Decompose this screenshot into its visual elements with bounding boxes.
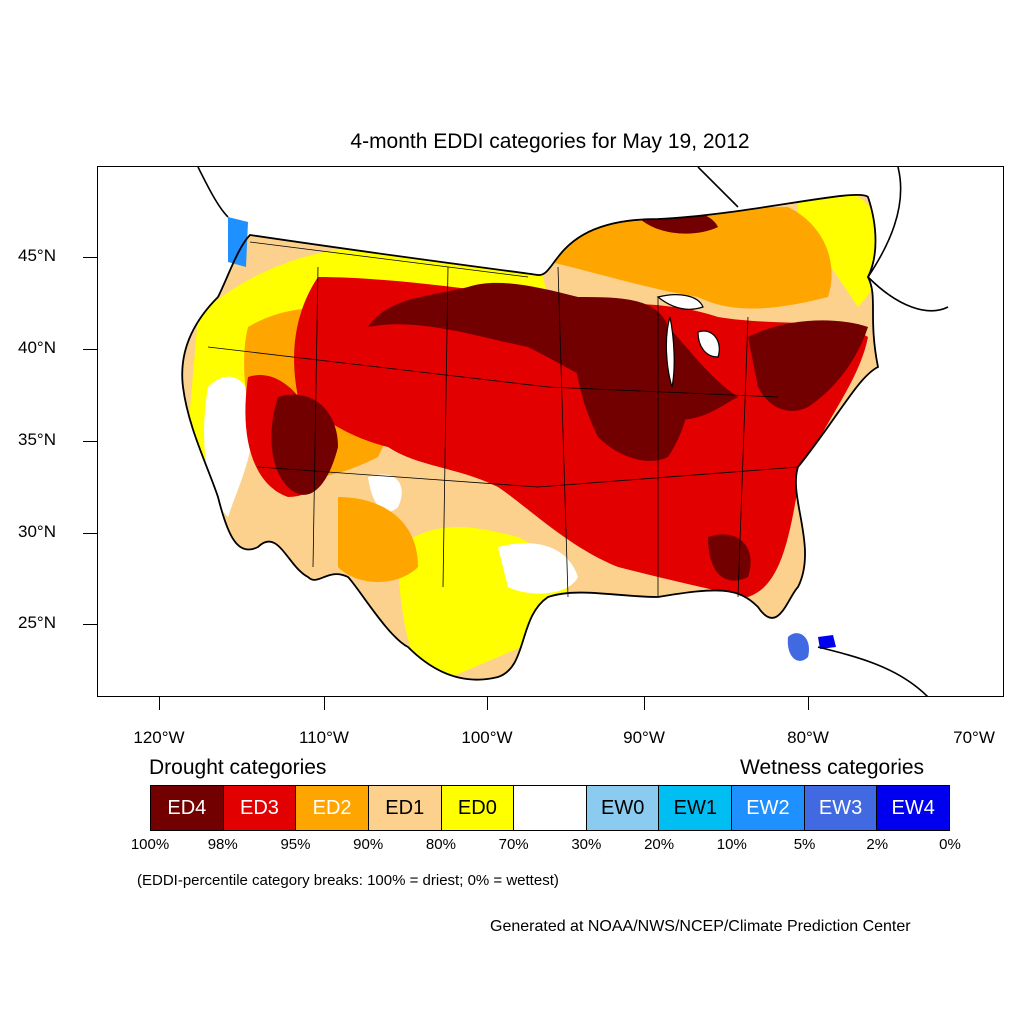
percentile-label: 0% — [939, 836, 961, 853]
percentile-label: 95% — [280, 836, 311, 853]
percentile-label: 100% — [130, 836, 170, 853]
x-tick — [487, 697, 488, 710]
x-label-90w: 90°W — [623, 728, 665, 747]
legend-swatch: ED1 — [368, 786, 442, 830]
y-tick — [83, 624, 97, 625]
eddi-map — [181, 167, 949, 696]
y-tick — [83, 349, 97, 350]
percentile-label: 30% — [571, 836, 602, 853]
percentile-label: 70% — [498, 836, 529, 853]
legend-swatch: EW4 — [877, 786, 950, 830]
credit-line: Generated at NOAA/NWS/NCEP/Climate Predi… — [490, 918, 911, 935]
x-label-110w: 110°W — [299, 728, 349, 747]
x-label-70w: 70°W — [953, 728, 995, 747]
percentile-label: 20% — [644, 836, 675, 853]
legend-swatch — [514, 786, 587, 830]
percentile-label: 98% — [207, 836, 238, 853]
category-legend: ED4 ED3 ED2 ED1 ED0 EW0 EW1 EW2 EW3 EW4 — [150, 785, 950, 831]
legend-swatch: EW2 — [732, 786, 805, 830]
y-tick — [83, 441, 97, 442]
category-note: (EDDI-percentile category breaks: 100% =… — [137, 872, 559, 889]
x-tick — [159, 697, 160, 710]
y-tick — [83, 257, 97, 258]
x-tick — [808, 697, 809, 710]
x-label-80w: 80°W — [787, 728, 829, 747]
percentile-label: 10% — [716, 836, 747, 853]
legend-swatch: ED2 — [296, 786, 369, 830]
legend-swatch: EW1 — [659, 786, 733, 830]
x-label-100w: 100°W — [461, 728, 513, 747]
legend-swatch: ED0 — [441, 786, 515, 830]
x-tick — [324, 697, 325, 710]
legend-swatch: EW3 — [804, 786, 878, 830]
y-label-25n: 25°N — [18, 613, 56, 632]
percentile-label: 5% — [793, 836, 816, 853]
legend-swatch: ED3 — [223, 786, 297, 830]
y-label-35n: 35°N — [18, 430, 56, 449]
wetness-heading: Wetness categories — [740, 756, 925, 779]
y-label-45n: 45°N — [18, 246, 56, 265]
legend-swatch: EW0 — [586, 786, 660, 830]
drought-heading: Drought categories — [149, 756, 327, 779]
y-label-30n: 30°N — [18, 522, 56, 541]
percentile-label: 90% — [353, 836, 384, 853]
y-tick — [83, 533, 97, 534]
legend-swatch: ED4 — [151, 786, 224, 830]
percentile-label: 80% — [425, 836, 456, 853]
map-title: 4-month EDDI categories for May 19, 2012 — [350, 130, 750, 153]
map-panel — [97, 166, 1004, 697]
x-label-120w: 120°W — [133, 728, 185, 747]
x-tick — [644, 697, 645, 710]
percentile-label: 2% — [866, 836, 889, 853]
y-label-40n: 40°N — [18, 338, 56, 357]
